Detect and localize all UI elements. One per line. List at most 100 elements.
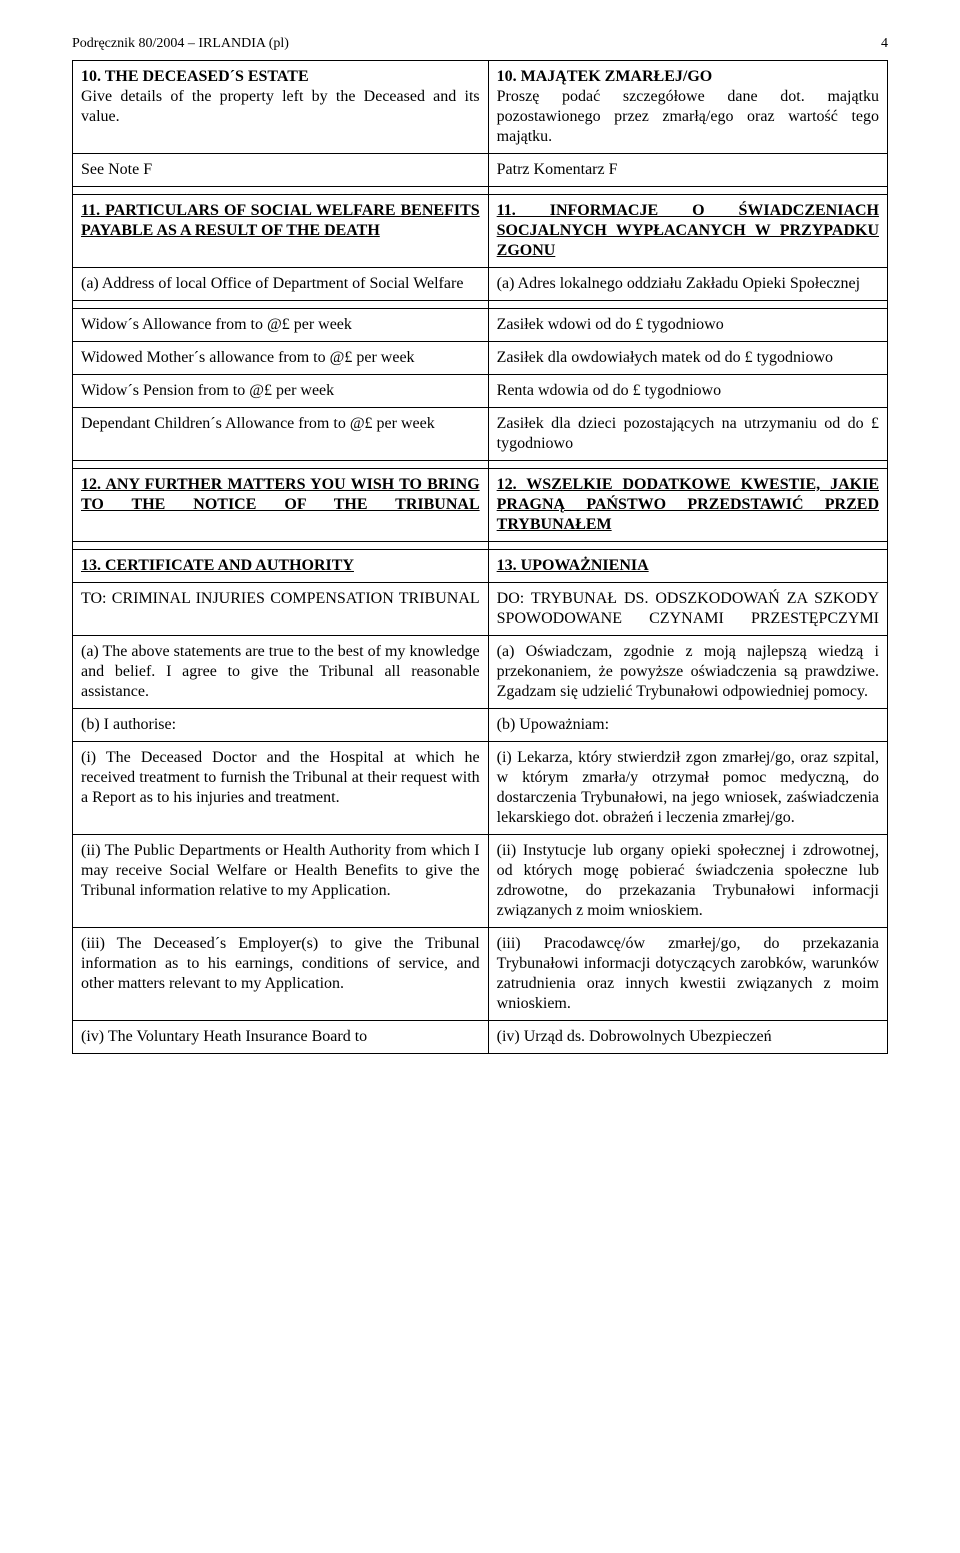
text-segment: (iv) The Voluntary Heath Insurance Board… <box>81 1028 367 1045</box>
text-segment: Zasiłek dla owdowiałych matek od do £ ty… <box>497 349 833 366</box>
cell-left: See Note F <box>73 154 489 187</box>
cell-right: Patrz Komentarz F <box>488 154 887 187</box>
text-segment: Renta wdowia od do £ tygodniowo <box>497 382 721 399</box>
cell-left: (a) Address of local Office of Departmen… <box>73 268 489 301</box>
table-row: Dependant Children´s Allowance from to @… <box>73 408 888 461</box>
text-segment: Zasiłek dla dzieci pozostających na utrz… <box>497 415 879 452</box>
cell-right: (b) Upoważniam: <box>488 709 887 742</box>
cell-left: (ii) The Public Departments or Health Au… <box>73 835 489 928</box>
cell-right: (iii) Pracodawcę/ów zmarłej/go, do przek… <box>488 928 887 1021</box>
blank-cell <box>488 461 887 469</box>
text-segment: DO: TRYBUNAŁ DS. ODSZKODOWAŃ ZA SZKODY S… <box>497 590 879 627</box>
cell-right: Zasiłek dla dzieci pozostających na utrz… <box>488 408 887 461</box>
table-row: 11. PARTICULARS OF SOCIAL WELFARE BENEFI… <box>73 195 888 268</box>
cell-left: TO: CRIMINAL INJURIES COMPENSATION TRIBU… <box>73 583 489 636</box>
table-row: 13. CERTIFICATE AND AUTHORITY 13. UPOWAŻN… <box>73 550 888 583</box>
cell-right: (i) Lekarza, który stwierdził zgon zmarł… <box>488 742 887 835</box>
table-row: Widow´s Pension from to @£ per week Renta… <box>73 375 888 408</box>
text-segment: 13. UPOWAŻNIENIA <box>497 557 649 574</box>
table-row <box>73 301 888 309</box>
table-row: (iii) The Deceased´s Employer(s) to give… <box>73 928 888 1021</box>
page-number: 4 <box>881 36 888 52</box>
cell-left: (i) The Deceased Doctor and the Hospital… <box>73 742 489 835</box>
cell-left: 13. CERTIFICATE AND AUTHORITY <box>73 550 489 583</box>
table-row: (i) The Deceased Doctor and the Hospital… <box>73 742 888 835</box>
table-body: 10. THE DECEASED´S ESTATE Give details of… <box>73 61 888 1054</box>
text-segment: Widow´s Allowance from to @£ per week <box>81 316 352 333</box>
cell-right: 11. INFORMACJE O ŚWIADCZENIACH SOCJALNYC… <box>488 195 887 268</box>
text-segment: (a) Adres lokalnego oddziału Zakładu Opi… <box>497 275 860 292</box>
table-row: (iv) The Voluntary Heath Insurance Board… <box>73 1021 888 1054</box>
text-segment: 11. INFORMACJE O ŚWIADCZENIACH SOCJALNYC… <box>497 202 879 259</box>
table-row: (a) Address of local Office of Departmen… <box>73 268 888 301</box>
text-segment: 11. PARTICULARS OF SOCIAL WELFARE BENEFI… <box>81 202 480 239</box>
table-row: Widow´s Allowance from to @£ per week Zas… <box>73 309 888 342</box>
cell-right: 10. MAJĄTEK ZMARŁEJ/GO Proszę podać szcze… <box>488 61 887 154</box>
cell-right: Zasiłek dla owdowiałych matek od do £ ty… <box>488 342 887 375</box>
cell-right: Zasiłek wdowi od do £ tygodniowo <box>488 309 887 342</box>
cell-right: (iv) Urząd ds. Dobrowolnych Ubezpieczeń <box>488 1021 887 1054</box>
text-segment: Widowed Mother´s allowance from to @£ pe… <box>81 349 415 366</box>
page: Podręcznik 80/2004 – IRLANDIA (pl) 4 10.… <box>0 0 960 1090</box>
cell-left: Widowed Mother´s allowance from to @£ pe… <box>73 342 489 375</box>
text-segment: Proszę podać szczegółowe dane dot. mająt… <box>497 88 879 145</box>
table-row <box>73 187 888 195</box>
text-segment: (ii) Instytucje lub organy opieki społec… <box>497 842 879 919</box>
blank-cell <box>73 461 489 469</box>
text-segment: (b) I authorise: <box>81 716 176 733</box>
blank-cell <box>73 301 489 309</box>
cell-right: (a) Oświadczam, zgodnie z moją najlepszą… <box>488 636 887 709</box>
cell-left: Dependant Children´s Allowance from to @… <box>73 408 489 461</box>
table-row: TO: CRIMINAL INJURIES COMPENSATION TRIBU… <box>73 583 888 636</box>
cell-left: Widow´s Allowance from to @£ per week <box>73 309 489 342</box>
table-row <box>73 542 888 550</box>
cell-left: (iii) The Deceased´s Employer(s) to give… <box>73 928 489 1021</box>
table-row: (b) I authorise: (b) Upoważniam: <box>73 709 888 742</box>
cell-right: (a) Adres lokalnego oddziału Zakładu Opi… <box>488 268 887 301</box>
table-row: 12. ANY FURTHER MATTERS YOU WISH TO BRIN… <box>73 469 888 542</box>
cell-right: (ii) Instytucje lub organy opieki społec… <box>488 835 887 928</box>
text-segment: (i) The Deceased Doctor and the Hospital… <box>81 749 480 806</box>
cell-left: Widow´s Pension from to @£ per week <box>73 375 489 408</box>
text-segment: 10. THE DECEASED´S ESTATE <box>81 68 309 85</box>
table-row <box>73 461 888 469</box>
text-segment: (iv) Urząd ds. Dobrowolnych Ubezpieczeń <box>497 1028 772 1045</box>
cell-right: DO: TRYBUNAŁ DS. ODSZKODOWAŃ ZA SZKODY S… <box>488 583 887 636</box>
table-row: (ii) The Public Departments or Health Au… <box>73 835 888 928</box>
cell-left: 11. PARTICULARS OF SOCIAL WELFARE BENEFI… <box>73 195 489 268</box>
table-row: Widowed Mother´s allowance from to @£ pe… <box>73 342 888 375</box>
text-segment: (a) The above statements are true to the… <box>81 643 480 700</box>
bilingual-table: 10. THE DECEASED´S ESTATE Give details of… <box>72 60 888 1054</box>
table-row: (a) The above statements are true to the… <box>73 636 888 709</box>
text-segment: Give details of the property left by the… <box>81 88 480 125</box>
text-segment: (iii) The Deceased´s Employer(s) to give… <box>81 935 480 992</box>
text-segment: (a) Oświadczam, zgodnie z moją najlepszą… <box>497 643 879 700</box>
cell-left: (b) I authorise: <box>73 709 489 742</box>
cell-left: 10. THE DECEASED´S ESTATE Give details of… <box>73 61 489 154</box>
cell-left: (a) The above statements are true to the… <box>73 636 489 709</box>
cell-left: (iv) The Voluntary Heath Insurance Board… <box>73 1021 489 1054</box>
text-segment: 10. MAJĄTEK ZMARŁEJ/GO <box>497 68 713 85</box>
text-segment: Widow´s Pension from to @£ per week <box>81 382 334 399</box>
text-segment: Patrz Komentarz F <box>497 161 618 178</box>
cell-right: 12. WSZELKIE DODATKOWE KWESTIE, JAKIE PR… <box>488 469 887 542</box>
cell-left: 12. ANY FURTHER MATTERS YOU WISH TO BRIN… <box>73 469 489 542</box>
blank-cell <box>488 187 887 195</box>
running-head: Podręcznik 80/2004 – IRLANDIA (pl) 4 <box>72 36 888 52</box>
text-segment: (i) Lekarza, który stwierdził zgon zmarł… <box>497 749 879 826</box>
text-segment: (b) Upoważniam: <box>497 716 609 733</box>
blank-cell <box>73 187 489 195</box>
text-segment: 13. CERTIFICATE AND AUTHORITY <box>81 557 354 574</box>
blank-cell <box>488 301 887 309</box>
text-segment: See Note F <box>81 161 152 178</box>
blank-cell <box>73 542 489 550</box>
running-title: Podręcznik 80/2004 – IRLANDIA (pl) <box>72 36 289 52</box>
table-row: See Note F Patrz Komentarz F <box>73 154 888 187</box>
text-segment: TO: CRIMINAL INJURIES COMPENSATION TRIBU… <box>81 590 480 607</box>
cell-right: Renta wdowia od do £ tygodniowo <box>488 375 887 408</box>
text-segment: 12. WSZELKIE DODATKOWE KWESTIE, JAKIE PR… <box>497 476 879 533</box>
blank-cell <box>488 542 887 550</box>
cell-right: 13. UPOWAŻNIENIA <box>488 550 887 583</box>
text-segment: (iii) Pracodawcę/ów zmarłej/go, do przek… <box>497 935 879 1012</box>
text-segment: Dependant Children´s Allowance from to @… <box>81 415 435 432</box>
